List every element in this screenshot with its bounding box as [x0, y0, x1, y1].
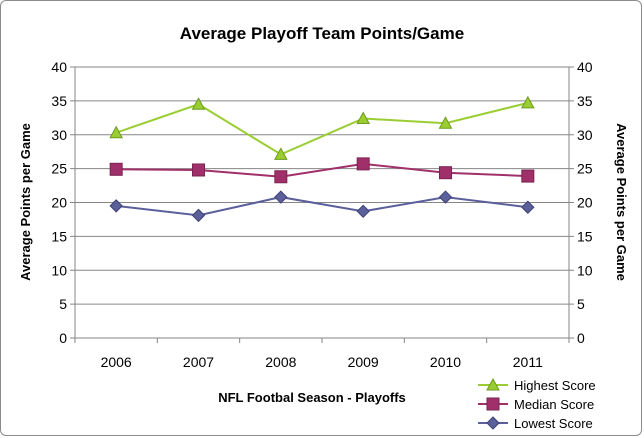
data-point-highest-score [273, 147, 288, 160]
data-point-median-score [192, 163, 205, 177]
y-tick-label-right: 5 [577, 296, 585, 312]
y-tick-label-right: 40 [577, 59, 593, 75]
y-tick-label: 30 [51, 127, 67, 143]
legend-label: Lowest Score [514, 416, 593, 431]
y-tick-label-right: 0 [577, 330, 585, 346]
data-point-lowest-score [438, 190, 453, 204]
data-point-median-score [521, 169, 535, 183]
x-tick-label: 2007 [183, 354, 214, 370]
y-tick-label-right: 35 [577, 93, 593, 109]
data-point-lowest-score [274, 190, 288, 204]
legend-item-lowest-score: Lowest Score [478, 416, 593, 431]
y-tick-label: 15 [51, 228, 67, 244]
data-point-lowest-score [191, 208, 206, 223]
y-tick-label: 20 [51, 195, 67, 211]
data-point-median-score [274, 170, 288, 184]
y-tick-label-right: 10 [577, 262, 593, 278]
x-tick-label: 2008 [265, 354, 296, 370]
series-lowest-score [109, 190, 535, 223]
legend-item-median-score: Median Score [478, 397, 594, 412]
x-axis-title: NFL Footbal Season - Playoffs [218, 390, 406, 405]
data-point-highest-score [520, 95, 535, 109]
series-line-highest-score [115, 101, 529, 156]
x-tick-label: 2011 [513, 354, 543, 370]
y-tick-label-right: 20 [577, 195, 593, 211]
y-tick-label: 0 [59, 330, 67, 346]
series-highest-score [109, 95, 535, 160]
x-tick-label: 2009 [348, 354, 379, 370]
y-tick-label-right: 30 [577, 127, 593, 143]
legend-marker [486, 397, 500, 411]
data-point-highest-score [191, 97, 206, 110]
y-axis-title-left: Average Points per Game [18, 123, 33, 281]
data-point-lowest-score [109, 199, 123, 213]
chart-title: Average Playoff Team Points/Game [180, 24, 464, 43]
data-point-highest-score [109, 125, 124, 139]
y-tick-label: 5 [59, 296, 67, 312]
right-y-axis: 0 5 10 15 20 25 30 35 40 [569, 59, 593, 346]
gridlines [75, 100, 569, 305]
data-point-median-score [356, 157, 370, 171]
legend-marker [486, 377, 500, 391]
y-axis-title-right: Average Points per Game [614, 123, 629, 281]
data-point-lowest-score [521, 200, 535, 214]
legend-label: Median Score [514, 397, 594, 412]
data-point-highest-score [356, 111, 371, 124]
x-tick-label: 2010 [430, 354, 461, 370]
left-y-axis: 0 5 10 15 20 25 30 35 40 [51, 59, 75, 346]
legend: Highest Score Median Score Lowest Score [478, 377, 596, 431]
data-point-lowest-score [356, 204, 370, 219]
series-line-lowest-score [116, 196, 528, 217]
series-median-score [109, 157, 535, 184]
y-tick-label: 35 [51, 93, 67, 109]
data-point-median-score [439, 166, 452, 180]
x-tick-label: 2006 [101, 354, 132, 370]
series-line-median-score [116, 162, 528, 178]
legend-label: Highest Score [514, 378, 596, 393]
y-tick-label: 25 [51, 161, 67, 177]
y-tick-label-right: 25 [577, 161, 593, 177]
legend-marker [486, 416, 500, 430]
x-axis: 2006 2007 2008 2009 2010 2011 [74, 338, 570, 370]
series-layer [109, 95, 535, 223]
y-tick-label: 40 [51, 59, 67, 75]
legend-item-highest-score: Highest Score [478, 377, 596, 393]
data-point-highest-score [438, 116, 453, 129]
y-tick-label: 10 [51, 262, 67, 278]
y-tick-label-right: 15 [577, 228, 593, 244]
data-point-median-score [109, 162, 123, 176]
